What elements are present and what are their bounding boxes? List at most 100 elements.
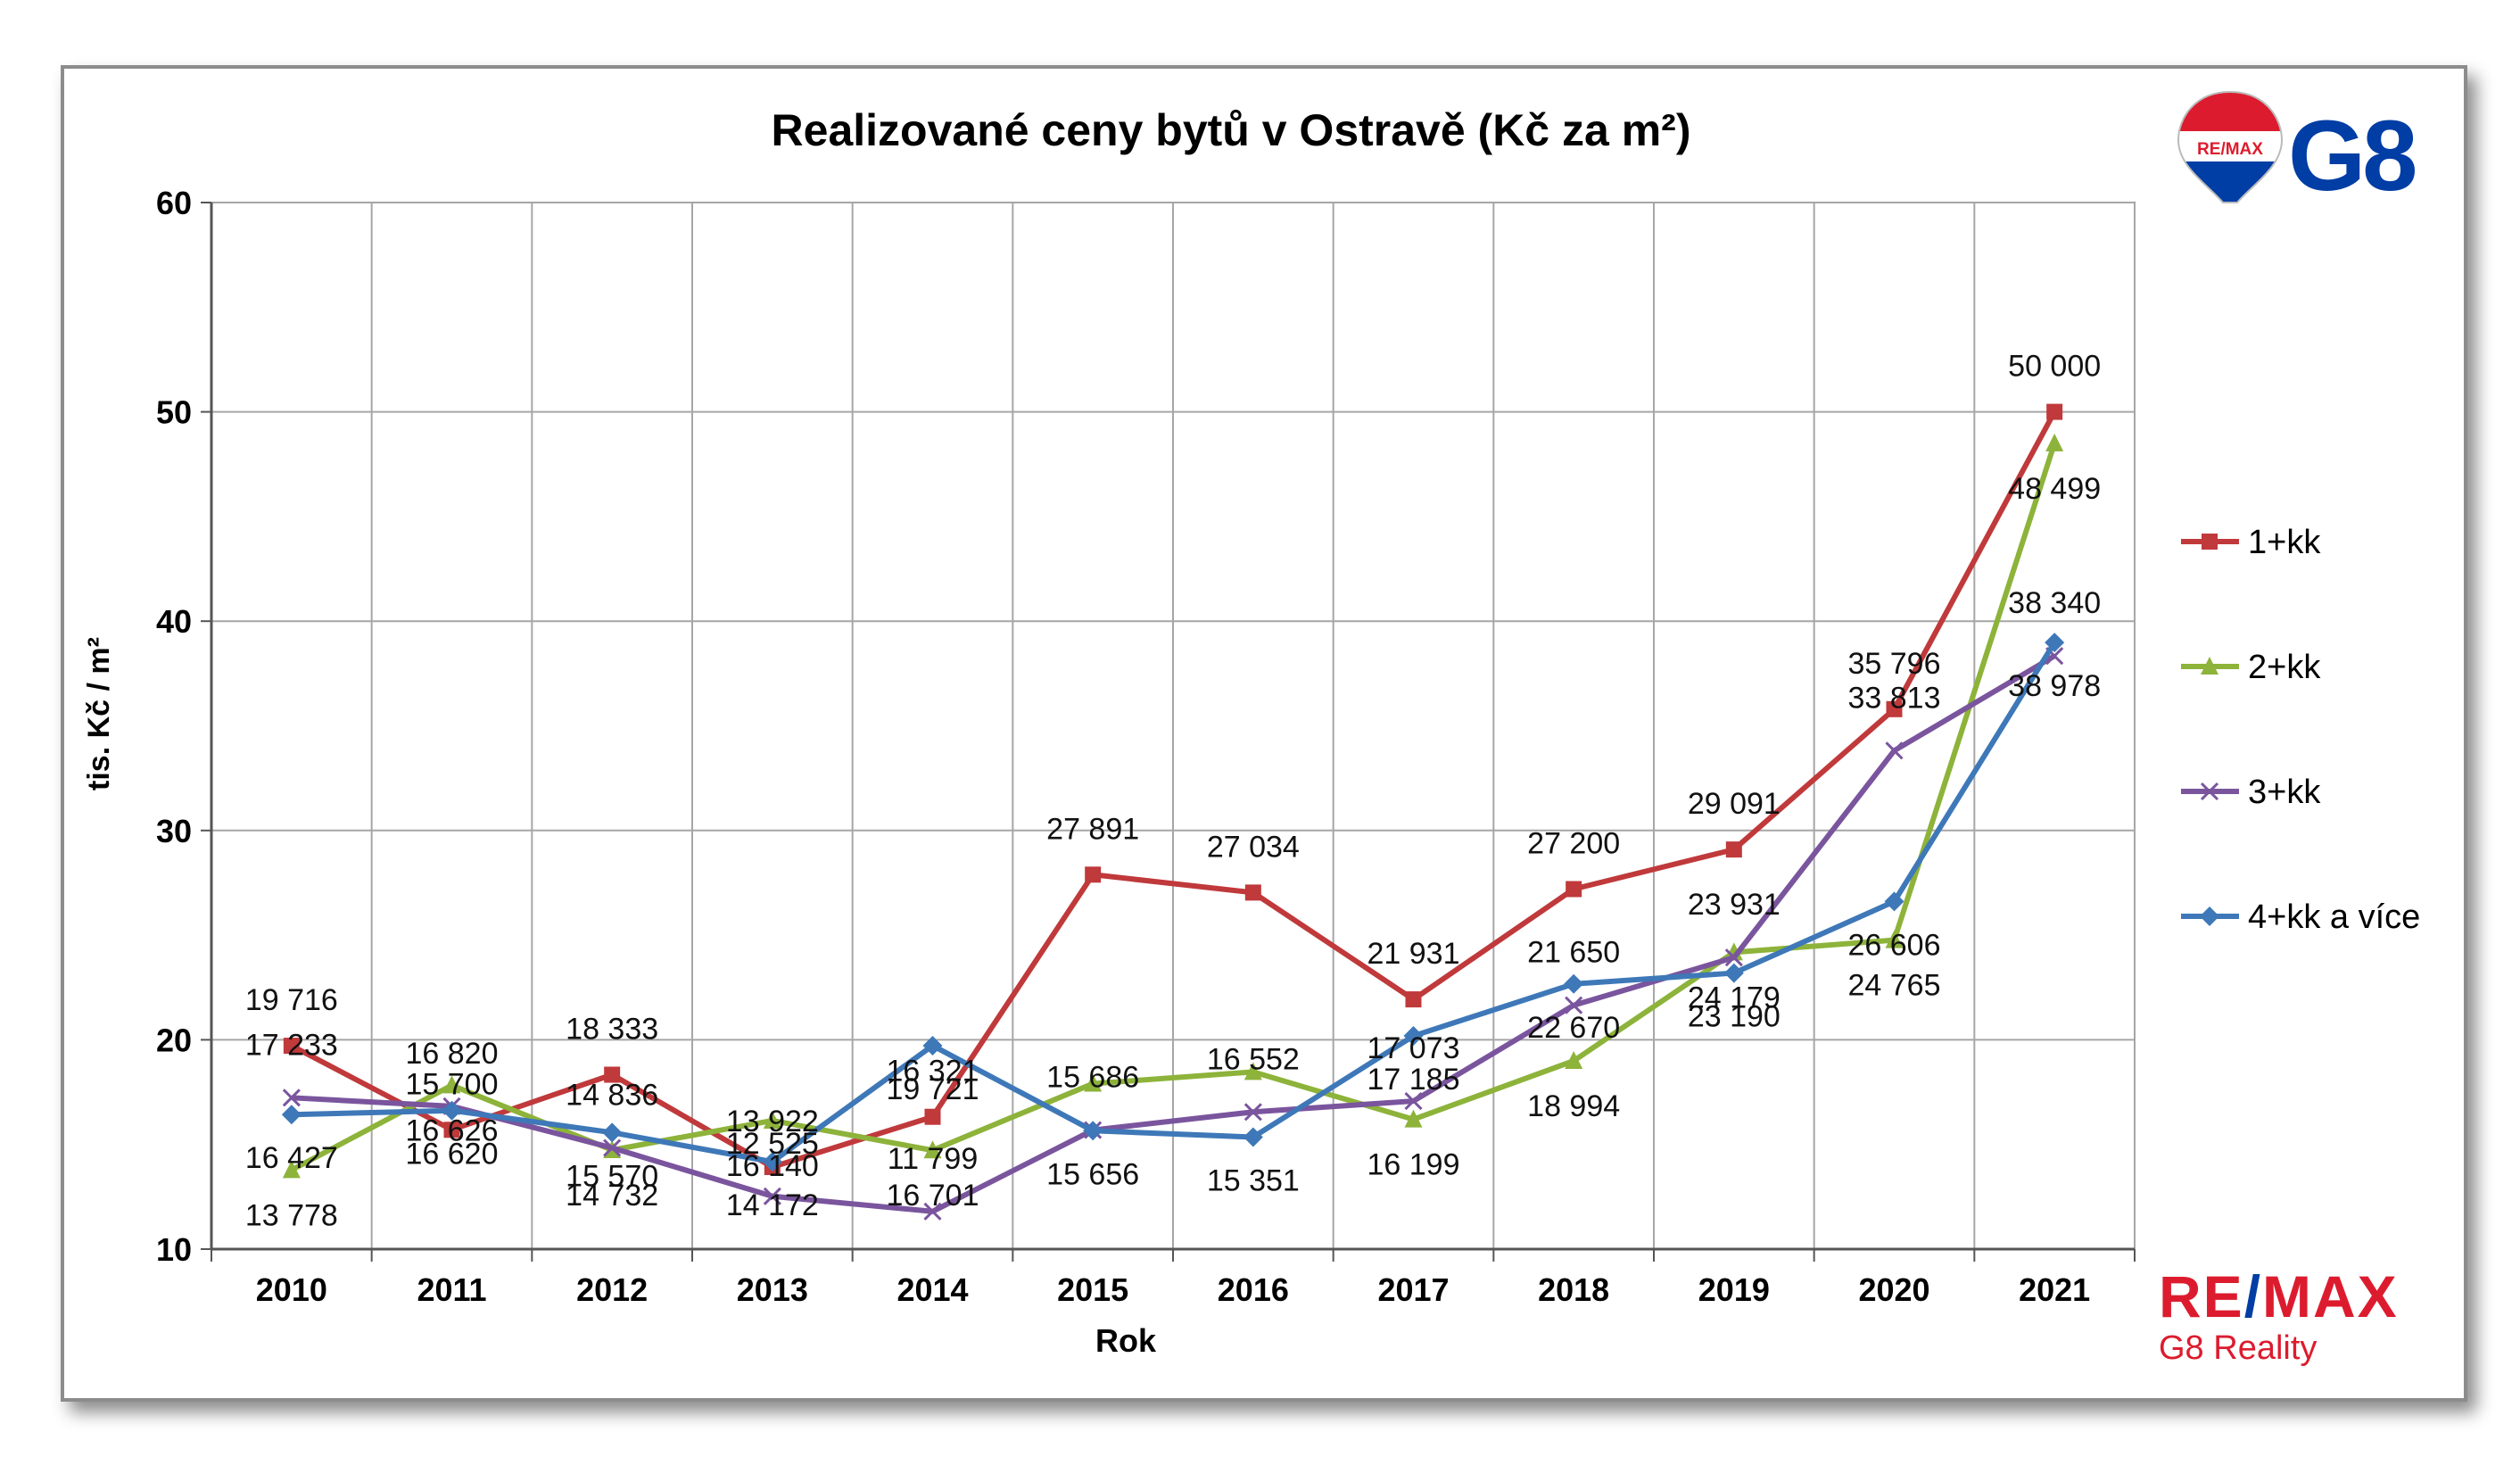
- data-label: 33 813: [1848, 681, 1941, 715]
- data-label: 18 333: [566, 1013, 658, 1047]
- marker-x: [1404, 1092, 1423, 1111]
- data-label: 27 034: [1207, 830, 1300, 864]
- series-line: [290, 410, 2057, 1170]
- data-label: 18 994: [1527, 1089, 1620, 1123]
- data-label: 16 820: [406, 1037, 499, 1071]
- data-label: 16 620: [406, 1138, 499, 1171]
- data-label: 19 721: [887, 1072, 979, 1106]
- marker-triangle: [282, 1160, 301, 1179]
- marker-triangle: [2045, 433, 2064, 451]
- marker-square: [924, 1108, 941, 1125]
- marker-diamond: [1403, 1026, 1424, 1047]
- data-label: 12 525: [726, 1127, 819, 1161]
- marker-square: [604, 1066, 621, 1083]
- marker-diamond: [281, 1105, 302, 1125]
- marker-triangle: [923, 1140, 942, 1159]
- marker-diamond: [762, 1152, 782, 1172]
- data-label: 14 836: [566, 1079, 658, 1113]
- chart-title: Realizované ceny bytů v Ostravě (Kč za m…: [772, 105, 1691, 155]
- marker-triangle: [1565, 1051, 1583, 1070]
- data-label: 16 321: [887, 1055, 979, 1089]
- data-label: 35 796: [1848, 647, 1941, 681]
- marker-square: [1085, 866, 1102, 883]
- marker-x: [763, 1187, 781, 1205]
- marker-triangle: [1084, 1073, 1103, 1092]
- data-label: 16 199: [1367, 1148, 1460, 1182]
- marker-x: [1724, 948, 1743, 967]
- x-tick-label: 2010: [256, 1271, 327, 1308]
- data-label: 15 700: [406, 1067, 499, 1101]
- marker-triangle: [442, 1075, 461, 1094]
- marker-square: [283, 1038, 300, 1055]
- data-label: 16 701: [887, 1179, 979, 1213]
- svg-text:RE/MAX: RE/MAX: [2197, 140, 2263, 159]
- data-label: 17 185: [1367, 1063, 1460, 1097]
- data-label: 22 670: [1527, 1011, 1620, 1045]
- x-tick-label: 2015: [1057, 1271, 1128, 1308]
- x-tick-label: 2016: [1218, 1271, 1289, 1308]
- marker-diamond: [1083, 1121, 1103, 1141]
- marker-diamond: [1723, 963, 1744, 983]
- series-line: [291, 641, 2057, 1165]
- marker-x: [1565, 996, 1583, 1014]
- legend-label: 1+kk: [2248, 524, 2321, 561]
- g8-reality-label: G8 Reality: [2159, 1329, 2318, 1367]
- marker-x: [1885, 741, 1904, 760]
- marker-diamond: [1884, 891, 1904, 912]
- marker-diamond: [922, 1035, 943, 1055]
- balloon-icon: RE/MAX G8: [2177, 90, 2418, 211]
- series-line: [291, 653, 2056, 1214]
- marker-square: [1886, 700, 1903, 717]
- g8-logo-text: G8: [2288, 100, 2415, 211]
- marker-diamond: [2200, 906, 2219, 926]
- data-labels: 19 716 15 700 18 333 13 922 16 321 27 891 27 0…: [245, 350, 2101, 1233]
- data-label: 21 650: [1527, 936, 1620, 970]
- data-label: 23 190: [1688, 1000, 1781, 1034]
- x-tick-label: 2011: [417, 1271, 486, 1308]
- marker-x: [2200, 782, 2219, 801]
- remax-wordmark: RE/MAX: [2159, 1263, 2399, 1329]
- data-label: 27 200: [1527, 826, 1620, 860]
- data-label: 15 351: [1207, 1163, 1300, 1197]
- x-tick-label: 2020: [1858, 1271, 1929, 1308]
- y-tick-label: 30: [156, 813, 192, 849]
- data-label: 29 091: [1688, 787, 1781, 821]
- marker-square: [2046, 403, 2063, 420]
- marker-triangle: [1885, 930, 1904, 948]
- data-label: 48 499: [2008, 472, 2101, 506]
- marker-square: [443, 1122, 460, 1138]
- data-label: 26 606: [1848, 928, 1941, 962]
- data-label: 50 000: [2008, 350, 2101, 384]
- data-label: 24 765: [1848, 969, 1941, 1003]
- marker-triangle: [763, 1110, 781, 1129]
- x-tick-label: 2012: [576, 1271, 648, 1308]
- data-label: 24 179: [1688, 981, 1781, 1014]
- legend-label: 3+kk: [2248, 774, 2321, 811]
- legend: 1+kk 2+kk 3+kk 4+kk a více: [2181, 524, 2420, 936]
- marker-x: [923, 1202, 942, 1221]
- x-tick-label: 2021: [2019, 1271, 2090, 1308]
- data-label: 23 931: [1688, 888, 1781, 922]
- data-label: 21 931: [1367, 937, 1460, 971]
- marker-square: [1566, 881, 1582, 898]
- remax-g8-reality-logo: RE/MAX G8 Reality: [2159, 1267, 2453, 1383]
- marker-triangle: [1404, 1109, 1423, 1128]
- marker-x: [282, 1089, 301, 1107]
- marker-diamond: [1564, 973, 1584, 994]
- data-label: 16 140: [726, 1149, 819, 1183]
- data-label: 14 172: [726, 1188, 819, 1222]
- x-axis-title: Rok: [1095, 1322, 1157, 1359]
- x-tick-label: 2017: [1377, 1271, 1449, 1308]
- y-tick-label: 20: [156, 1022, 192, 1058]
- data-label: 15 686: [1046, 1061, 1139, 1095]
- data-label: 38 340: [2008, 586, 2101, 620]
- marker-x: [1243, 1103, 1262, 1122]
- data-label: 17 233: [245, 1028, 338, 1062]
- marker-diamond: [2045, 633, 2065, 653]
- y-tick-label: 60: [156, 185, 192, 221]
- grid: [211, 202, 2136, 1250]
- data-label: 13 922: [726, 1105, 819, 1138]
- marker-diamond: [442, 1100, 462, 1121]
- marker-diamond: [1243, 1127, 1263, 1147]
